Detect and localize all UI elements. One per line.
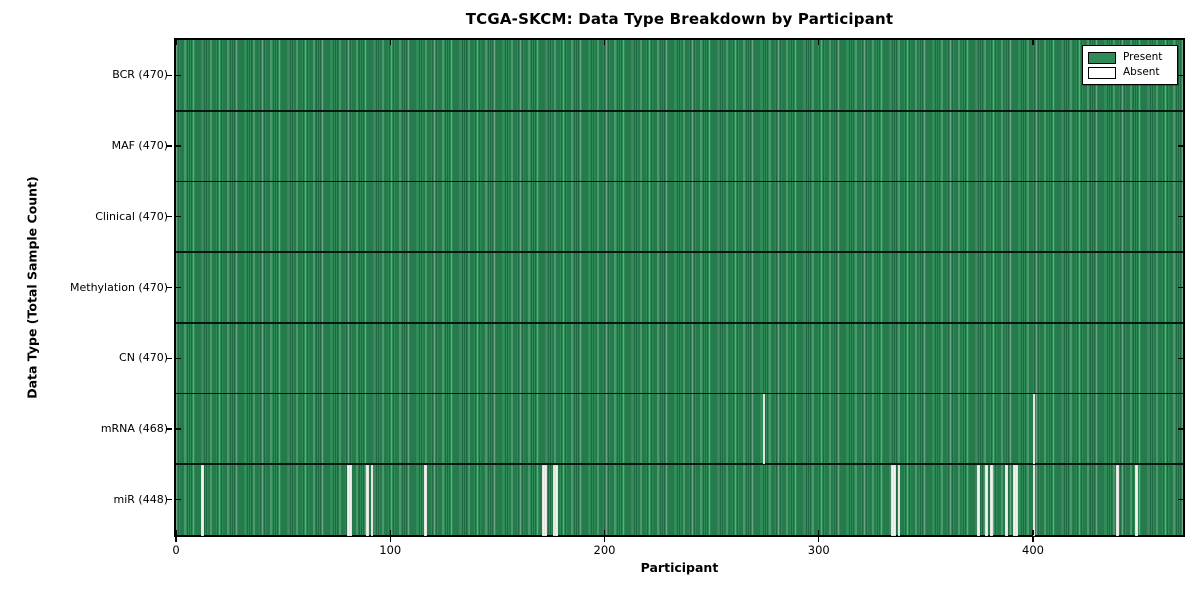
absent-stripe-miR-374 (976, 465, 980, 536)
absent-stripe-miR-91 (370, 465, 374, 536)
absent-stripe-miR-380 (989, 465, 993, 536)
y-tick-out (167, 74, 172, 77)
x-tick-in-bottom (389, 530, 391, 535)
absent-stripe-miR-334 (891, 465, 894, 536)
x-tick-in-top (603, 40, 606, 45)
x-tick-in-top (389, 40, 391, 45)
legend-entry-present: Present (1088, 50, 1171, 65)
absent-stripe-mRNA-400 (1032, 394, 1036, 465)
absent-stripe-miR-89 (366, 465, 370, 536)
absent-stripe-miR-439 (1116, 465, 1119, 536)
x-tick-label-200: 200 (593, 543, 616, 557)
legend: Present Absent (1082, 45, 1178, 85)
y-tick-in-left (176, 357, 181, 359)
absent-stripe-mRNA-274 (762, 394, 766, 465)
row-boundary-line (176, 322, 1183, 324)
y-tick-in-left (176, 145, 181, 147)
y-tick-out (167, 428, 172, 430)
y-tick-in-left (176, 74, 181, 77)
y-tick-label-MAF: MAF (470) (111, 139, 168, 153)
x-tick-label-300: 300 (807, 543, 830, 557)
x-tick-in-bottom (818, 530, 820, 535)
y-tick-label-miR: miR (448) (113, 492, 169, 506)
plot-area (174, 38, 1185, 537)
row-boundary-line (176, 463, 1183, 466)
x-tick-label-100: 100 (379, 543, 402, 557)
absent-stripe-miR-172 (544, 465, 547, 536)
absent-stripe-miR-116 (424, 465, 427, 536)
absent-stripe-miR-392 (1015, 465, 1019, 536)
y-tick-label-Clinical: Clinical (470) (95, 209, 168, 223)
y-tick-in-left (176, 216, 181, 218)
x-tick-out (389, 537, 391, 542)
y-tick-in-right (1178, 428, 1183, 430)
y-tick-label-mRNA: mRNA (468) (100, 421, 168, 435)
absent-stripe-miR-335 (893, 465, 897, 536)
x-tick-out (175, 537, 177, 542)
x-tick-in-bottom (1032, 530, 1034, 535)
x-tick-in-bottom (175, 530, 177, 535)
x-tick-label-0: 0 (172, 543, 180, 557)
x-tick-out (1032, 537, 1034, 542)
y-tick-in-right (1178, 498, 1183, 501)
y-tick-in-left (176, 286, 181, 289)
y-tick-in-right (1178, 74, 1183, 77)
absent-stripe-miR-391 (1013, 465, 1017, 536)
y-tick-in-left (176, 428, 181, 430)
x-tick-out (818, 537, 820, 542)
x-axis-label: Participant (640, 560, 719, 575)
y-tick-in-right (1178, 357, 1183, 359)
y-tick-out (167, 216, 172, 218)
y-tick-label-CN: CN (470) (119, 351, 168, 365)
x-tick-label-400: 400 (1022, 543, 1044, 557)
row-boundary-line (176, 180, 1183, 183)
y-tick-in-right (1178, 145, 1183, 147)
y-tick-label-Methylation: Methylation (470) (70, 280, 168, 294)
y-tick-out (167, 498, 172, 501)
row-boundary-line (176, 392, 1183, 395)
absent-swatch (1088, 66, 1116, 79)
x-tick-out (603, 537, 606, 542)
absent-stripe-miR-177 (554, 465, 558, 536)
chart-title: TCGA-SKCM: Data Type Breakdown by Partic… (465, 10, 894, 28)
absent-stripe-miR-171 (541, 465, 545, 536)
legend-label-present: Present (1123, 51, 1163, 63)
x-tick-in-top (818, 40, 820, 45)
y-tick-in-right (1178, 286, 1183, 289)
absent-stripe-miR-337 (897, 465, 901, 536)
absent-stripe-miR-12 (201, 465, 205, 536)
x-tick-in-bottom (603, 530, 606, 535)
y-tick-label-BCR: BCR (470) (112, 68, 168, 82)
absent-stripe-miR-378 (985, 465, 989, 536)
absent-stripe-miR-81 (349, 465, 352, 536)
row-boundary-line (176, 251, 1183, 253)
row-boundary-line (176, 109, 1183, 112)
y-tick-out (167, 145, 172, 147)
y-tick-in-left (176, 498, 181, 501)
y-tick-in-right (1178, 216, 1183, 218)
absent-stripe-miR-176 (552, 465, 556, 536)
absent-stripe-miR-387 (1004, 465, 1008, 536)
present-swatch (1088, 51, 1116, 64)
x-tick-in-top (1032, 40, 1034, 45)
absent-stripe-miR-448 (1135, 465, 1139, 536)
x-tick-in-top (175, 40, 177, 45)
legend-label-absent: Absent (1123, 66, 1160, 78)
y-tick-out (167, 286, 172, 289)
absent-stripe-miR-400 (1032, 465, 1036, 536)
legend-entry-absent: Absent (1088, 65, 1171, 80)
y-tick-out (167, 357, 172, 359)
absent-stripe-miR-80 (347, 465, 350, 536)
y-axis-label: Data Type (Total Sample Count) (24, 176, 40, 399)
